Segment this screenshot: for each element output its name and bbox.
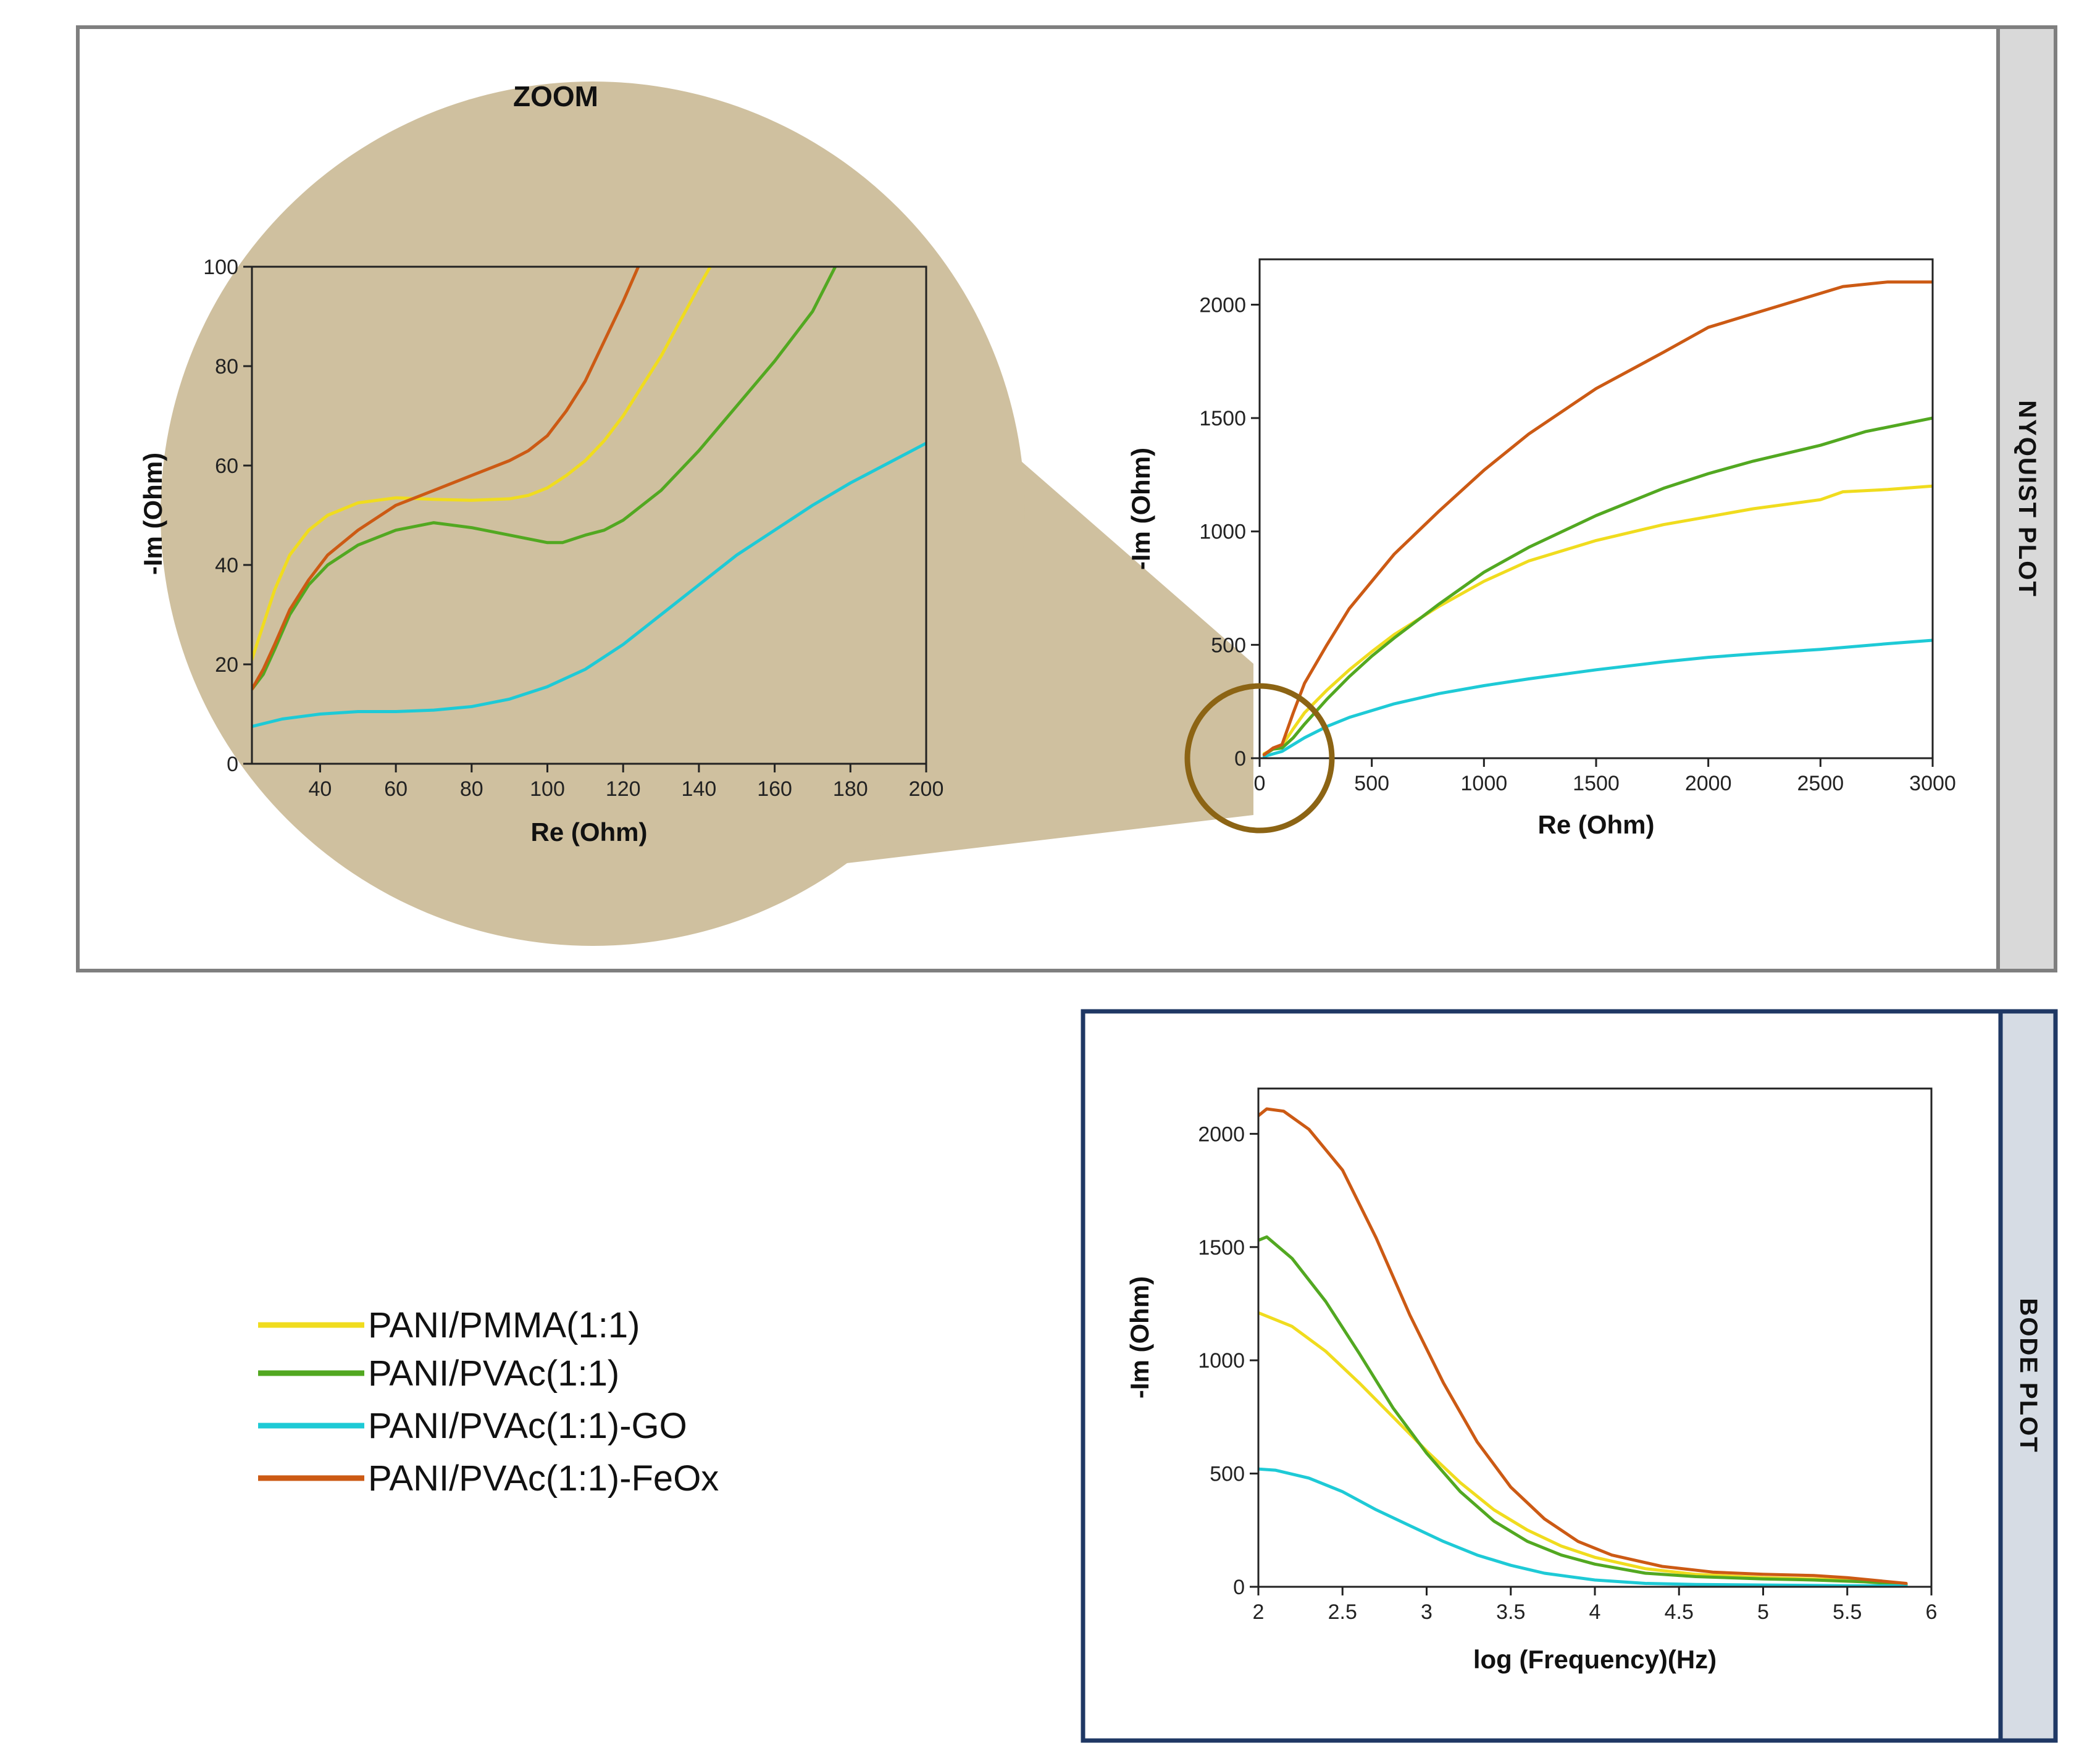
- zoom-xtick-label: 200: [909, 777, 944, 801]
- zoom-ytick-label: 80: [215, 355, 238, 378]
- zoom-ytick-label: 0: [227, 753, 238, 776]
- nyquist-xtick-label: 2500: [1797, 772, 1844, 795]
- nyquist-plot-area: [1260, 259, 1933, 758]
- zoom-plot-frame: [251, 265, 927, 765]
- zoom-ytick-label: 20: [215, 653, 238, 677]
- bode-xtick-label: 3: [1421, 1600, 1432, 1624]
- legend: PANI/PMMA(1:1) PANI/PVAc(1:1) PANI/PVAc(…: [258, 1305, 719, 1499]
- nyquist-xtick-label: 2000: [1685, 772, 1732, 795]
- bode-y-axis-label: -Im (Ohm): [1125, 1276, 1154, 1398]
- zoom-ytick-label: 40: [215, 554, 238, 577]
- bode-xtick-label: 5: [1757, 1600, 1769, 1624]
- zoom-xtick-label: 40: [309, 777, 332, 801]
- nyquist-xtick-label: 1500: [1573, 772, 1620, 795]
- bode-series-4-line: [1258, 1107, 1908, 1585]
- nyquist-side-label: NYQUIST PLOT: [2014, 400, 2041, 598]
- nyquist-ytick-label: 2000: [1199, 293, 1246, 317]
- zoom-series-4-line: [252, 267, 640, 691]
- bode-x-axis-label: log (Frequency)(Hz): [1473, 1645, 1717, 1674]
- bode-plot-area: [1258, 1089, 1931, 1587]
- zoom-plot-area: [252, 267, 926, 764]
- bode-chart: 2 2.5 3 3.5 4 4.5 5 5.5 6 0 500 1000 1500 2000 log (Fr…: [1125, 1087, 1938, 1674]
- zoom-series-group: [252, 267, 926, 729]
- bode-xtick-label: 2.5: [1328, 1600, 1357, 1624]
- bode-series-3-line: [1258, 1467, 1908, 1587]
- nyquist-xtick-label: 3000: [1909, 772, 1956, 795]
- legend-label-feox: PANI/PVAc(1:1)-FeOx: [368, 1458, 719, 1499]
- zoom-title: ZOOM: [513, 80, 598, 112]
- zoom-xtick-label: 180: [833, 777, 868, 801]
- bode-side-label: BODE PLOT: [2015, 1298, 2042, 1453]
- nyquist-series-2-line: [1262, 416, 1933, 756]
- bode-ytick-label: 500: [1210, 1463, 1245, 1486]
- nyquist-series-4-line: [1262, 280, 1933, 756]
- nyquist-xtick-label: 0: [1254, 772, 1266, 795]
- legend-label-go: PANI/PVAc(1:1)-GO: [368, 1406, 687, 1446]
- zoom-xtick-label: 120: [606, 777, 641, 801]
- bode-series-2-line: [1258, 1235, 1908, 1586]
- zoom-series-3-line: [252, 441, 926, 729]
- zoom-xtick-label: 60: [384, 777, 408, 801]
- bode-ytick-label: 1500: [1198, 1236, 1245, 1260]
- nyquist-xtick-label: 1000: [1461, 772, 1508, 795]
- nyquist-series-1-line: [1262, 484, 1933, 756]
- bode-xtick-label: 6: [1926, 1600, 1938, 1624]
- nyquist-ytick-label: 0: [1234, 747, 1246, 771]
- bode-xtick-label: 3.5: [1496, 1600, 1525, 1624]
- zoom-xtick-label: 80: [460, 777, 483, 801]
- nyquist-xtick-label: 500: [1354, 772, 1389, 795]
- bode-series-group: [1258, 1107, 1908, 1587]
- nyquist-ytick-label: 500: [1211, 633, 1246, 657]
- bode-xtick-label: 2: [1253, 1600, 1265, 1624]
- nyquist-ytick-label: 1500: [1199, 407, 1246, 430]
- zoom-ytick-label: 60: [215, 454, 238, 478]
- bode-side-bar: [1998, 1009, 2058, 1743]
- nyquist-side-bar: [1996, 25, 2057, 972]
- zoom-series-1-line: [252, 267, 712, 661]
- zoom-xtick-label: 100: [530, 777, 565, 801]
- zoom-series-2-line: [252, 267, 837, 691]
- zoom-xtick-label: 160: [757, 777, 792, 801]
- zoom-ytick-label: 100: [203, 256, 238, 279]
- zoom-x-axis-label: Re (Ohm): [531, 817, 648, 846]
- nyquist-y-axis-label: -Im (Ohm): [1126, 448, 1155, 570]
- bode-xtick-label: 4: [1589, 1600, 1601, 1624]
- nyquist-series-3-line: [1262, 638, 1933, 758]
- zoom-y-axis-label: -Im (Ohm): [138, 453, 167, 575]
- nyquist-ytick-label: 1000: [1199, 520, 1246, 544]
- legend-label-pvac: PANI/PVAc(1:1): [368, 1353, 619, 1394]
- zoom-chart: 40 60 80 100 120 140 160 180 200 0 20 40 60 80 100 Re (…: [138, 256, 943, 846]
- bode-ytick-label: 0: [1233, 1576, 1245, 1599]
- bode-ytick-label: 2000: [1198, 1122, 1245, 1146]
- nyquist-series-group: [1262, 280, 1933, 758]
- magnifier-ring: [1184, 683, 1335, 834]
- zoom-xtick-label: 140: [682, 777, 717, 801]
- bode-xtick-label: 4.5: [1665, 1600, 1694, 1624]
- bode-xtick-label: 5.5: [1833, 1600, 1862, 1624]
- nyquist-x-axis-label: Re (Ohm): [1538, 810, 1655, 839]
- legend-label-pmma: PANI/PMMA(1:1): [368, 1305, 640, 1345]
- nyquist-chart: 0 500 1000 1500 2000 2500 3000 0 500 1000 1500 2000…: [1126, 258, 1956, 839]
- bode-ytick-label: 1000: [1198, 1349, 1245, 1373]
